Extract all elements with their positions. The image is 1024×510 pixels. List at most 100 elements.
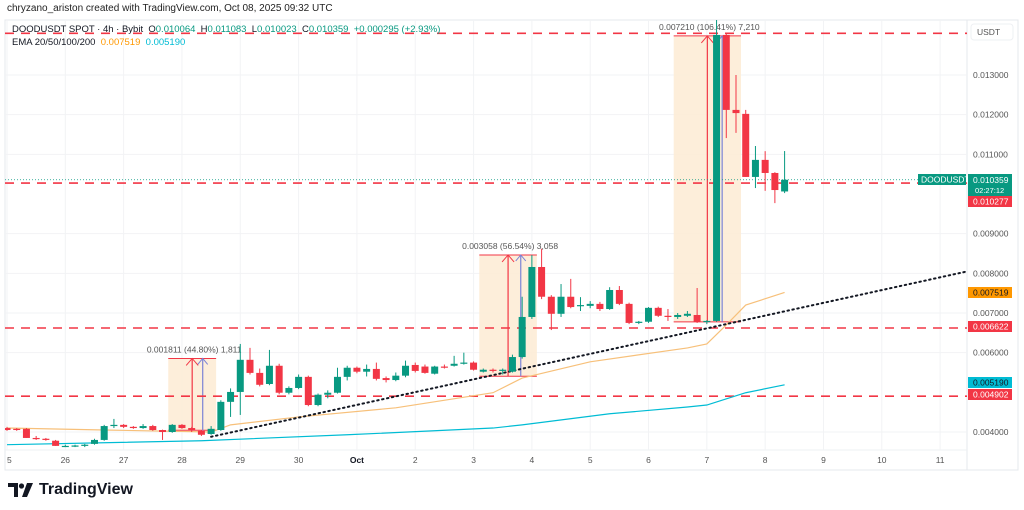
candle-body: [71, 445, 79, 447]
ema-label: EMA 20/50/100/200: [12, 37, 96, 48]
candle-body: [547, 296, 555, 314]
candle: [207, 426, 215, 435]
candle: [557, 284, 565, 317]
candle-body: [751, 159, 759, 177]
candle: [781, 151, 789, 194]
candle: [411, 362, 419, 373]
time-tick-label: 9: [821, 455, 826, 465]
ema-slow-line: [6, 384, 785, 446]
candle-body: [518, 316, 526, 358]
arrowhead-icon: [501, 254, 515, 263]
candle-body: [722, 34, 730, 110]
candle-body: [470, 362, 478, 370]
time-tick-label: 6: [646, 455, 651, 465]
time-axis[interactable]: 5 26 27 28 29 30 Oct 2 3 4 5 6 7 8 9 10 11: [7, 455, 945, 465]
candle: [596, 301, 604, 312]
price-tags: DOODUSDT 0.010359 02:27:12 0.010277 0.00…: [918, 174, 1012, 400]
candle-body: [227, 391, 235, 402]
candle-body: [440, 366, 448, 368]
candle-body: [236, 359, 244, 392]
candle: [664, 309, 672, 321]
level-tag-0: 0.010277: [973, 197, 1009, 207]
candle-body: [402, 365, 410, 376]
candle: [538, 248, 546, 300]
open-label: O: [148, 24, 156, 35]
candle: [217, 400, 225, 431]
candle-body: [32, 437, 40, 440]
candle-body: [606, 289, 614, 310]
time-tick-label: 10: [877, 455, 887, 465]
time-tick-label: 28: [177, 455, 187, 465]
candle-body: [129, 426, 137, 429]
time-tick-label: 11: [936, 455, 945, 465]
level-tag-bg: [968, 196, 1012, 207]
ema-fast-tag-bg: [968, 287, 1012, 298]
candle: [100, 424, 108, 441]
symbol-tag: DOODUSDT: [921, 175, 970, 185]
candle-body: [781, 179, 789, 192]
price-tick-label: 0.006000: [973, 348, 1009, 358]
candle-body: [742, 113, 750, 177]
candle: [22, 428, 30, 438]
candle: [149, 424, 157, 431]
candle: [674, 313, 682, 319]
candle-body: [479, 369, 487, 372]
candle: [518, 296, 526, 359]
currency-box[interactable]: [970, 23, 1014, 41]
time-tick-label: 27: [119, 455, 129, 465]
candle-body: [372, 368, 380, 379]
symbol-tag-bg: [918, 174, 966, 185]
candle-body: [528, 266, 536, 317]
candle: [742, 109, 750, 177]
price-tick-label: 0.011000: [973, 149, 1008, 159]
candle: [353, 366, 361, 374]
last-price-tag: 0.010359: [973, 175, 1009, 185]
time-tick-label: 4: [530, 455, 535, 465]
candle: [285, 386, 293, 395]
price-axis[interactable]: USDT 0.013000 0.012000 0.011000 0.009000 0.0…: [970, 23, 1014, 437]
ema-slow-value: 0.005190: [145, 37, 186, 48]
candle-countdown: 02:27:12: [975, 186, 1004, 195]
candle-body: [538, 266, 546, 297]
tradingview-logo[interactable]: TradingView: [8, 481, 133, 499]
candle: [71, 444, 79, 448]
candle: [81, 443, 89, 448]
candle: [402, 360, 410, 378]
candle: [722, 33, 730, 139]
last-price-tag-bg: [968, 174, 1012, 196]
arrowhead-icon: [197, 357, 209, 365]
candle: [52, 439, 60, 446]
symbol-legend-row[interactable]: DOODUSDT SPOT · 4h · Bybit O0.010064 H0.…: [12, 23, 440, 36]
candle: [586, 301, 594, 309]
ema-legend-row[interactable]: EMA 20/50/100/200 0.007519 0.005190: [12, 36, 440, 49]
candle-body: [596, 303, 604, 310]
time-tick-label: 26: [61, 455, 71, 465]
candle: [363, 364, 371, 377]
candle: [265, 349, 273, 386]
candle: [246, 347, 254, 375]
ema-slow-tag-bg: [968, 377, 1012, 388]
candle-body: [139, 426, 147, 429]
candle: [129, 426, 137, 429]
plot-area[interactable]: 0.001811 (44.80%) 1,811 0.003058 (56.54%)…: [4, 20, 970, 448]
candle: [382, 376, 390, 383]
candle-body: [664, 315, 672, 317]
candle: [168, 424, 176, 433]
candle-body: [42, 438, 50, 440]
level-tag-bg: [968, 389, 1012, 400]
candle-body: [314, 394, 322, 406]
candle-body: [333, 376, 341, 393]
candle: [567, 278, 575, 309]
candle: [732, 75, 740, 133]
candle-body: [217, 401, 225, 431]
candle-body: [645, 307, 653, 322]
candle-body: [178, 424, 186, 429]
time-tick-label: 29: [236, 455, 246, 465]
price-tick-label: 0.007000: [973, 308, 1009, 318]
candle-body: [392, 375, 400, 381]
time-tick-label: 5: [588, 455, 593, 465]
symbol-info: DOODUSDT SPOT · 4h · Bybit: [12, 24, 144, 35]
candle-body: [674, 314, 682, 317]
candle: [703, 320, 711, 325]
